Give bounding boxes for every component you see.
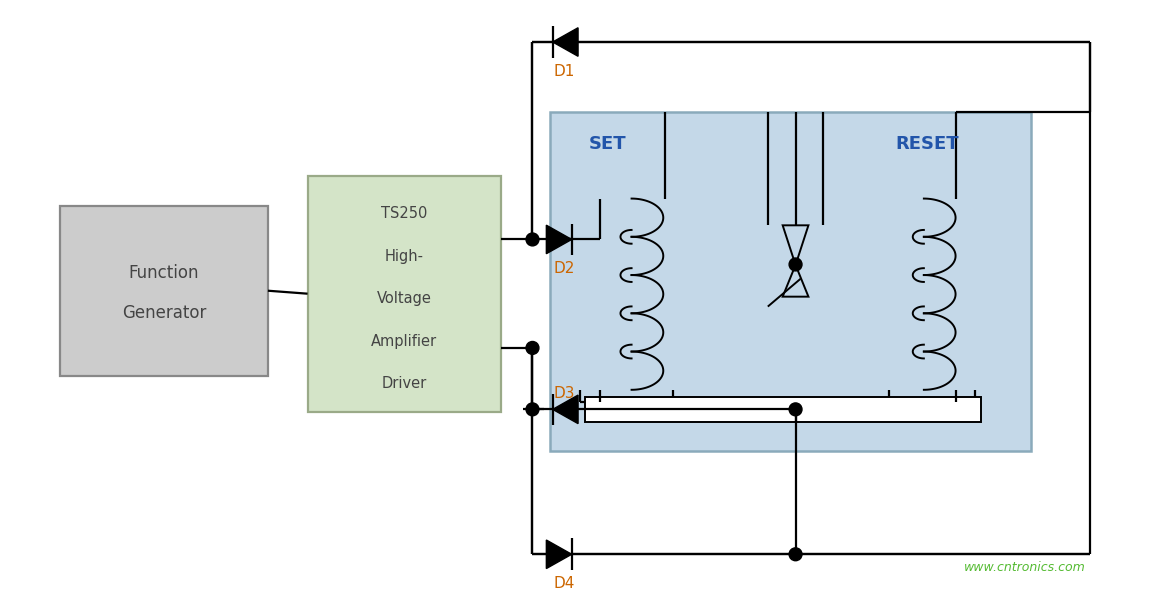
FancyBboxPatch shape: [584, 397, 981, 421]
Text: D4: D4: [553, 576, 575, 591]
Text: D1: D1: [553, 64, 575, 79]
Text: Generator: Generator: [122, 303, 206, 321]
Polygon shape: [553, 395, 577, 424]
FancyBboxPatch shape: [307, 176, 500, 412]
FancyBboxPatch shape: [551, 113, 1031, 451]
Text: D3: D3: [553, 386, 575, 402]
Text: Voltage: Voltage: [376, 291, 431, 306]
FancyBboxPatch shape: [60, 206, 268, 376]
Text: D2: D2: [553, 261, 575, 277]
Text: SET: SET: [589, 135, 627, 153]
Text: Amplifier: Amplifier: [371, 334, 437, 349]
Circle shape: [789, 548, 802, 561]
Polygon shape: [546, 540, 572, 569]
Circle shape: [526, 403, 539, 416]
Polygon shape: [546, 225, 572, 254]
Text: Driver: Driver: [381, 376, 427, 392]
Polygon shape: [553, 28, 577, 56]
Text: Function: Function: [129, 264, 199, 282]
Circle shape: [526, 233, 539, 246]
Circle shape: [789, 258, 802, 271]
Text: RESET: RESET: [895, 135, 959, 153]
Circle shape: [526, 342, 539, 355]
Circle shape: [789, 403, 802, 416]
Text: www.cntronics.com: www.cntronics.com: [963, 561, 1085, 574]
Text: High-: High-: [385, 249, 423, 263]
Text: TS250: TS250: [381, 206, 428, 221]
